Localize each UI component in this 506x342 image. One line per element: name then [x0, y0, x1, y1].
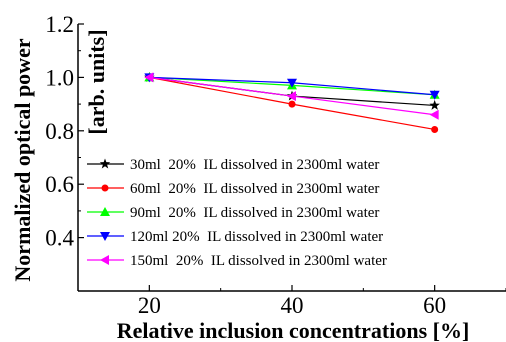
data-point [288, 100, 296, 108]
x-tick-label: 60 [423, 293, 446, 318]
axis-ticks: 0.4 0.6 0.8 1.0 1.2 20 40 60 [45, 12, 506, 318]
y-tick-label: 1.2 [45, 12, 74, 37]
data-point [429, 99, 440, 110]
legend-entry: 150ml 20% IL dissolved in 2300ml water [87, 253, 387, 269]
x-tick-label: 20 [138, 293, 161, 318]
y-tick-label: 0.6 [45, 172, 74, 197]
x-axis-title: Relative inclusion concentrations [%] [117, 318, 470, 342]
legend-marker [100, 255, 109, 265]
series-5 [144, 72, 439, 120]
legend-label: 90ml 20% IL dissolved in 2300ml water [130, 205, 379, 221]
series-4 [144, 73, 440, 100]
legend-marker [99, 158, 111, 169]
y-tick-label: 0.8 [45, 119, 74, 144]
legend-entry: 90ml 20% IL dissolved in 2300ml water [87, 205, 379, 221]
series-layer [144, 71, 440, 133]
y-axis-title: Normalized optical power [10, 38, 35, 281]
x-tick-label: 40 [281, 293, 304, 318]
data-point [287, 78, 297, 88]
data-point [429, 109, 439, 120]
y-tick-label: 0.4 [45, 226, 74, 251]
data-point [431, 125, 439, 133]
legend: 30ml 20% IL dissolved in 2300ml water 60m… [87, 157, 387, 269]
y-axis-unit: [arb. units] [84, 29, 109, 134]
legend-label: 150ml 20% IL dissolved in 2300ml water [130, 253, 387, 269]
legend-marker [100, 232, 110, 241]
data-point [287, 91, 296, 102]
legend-entry: 60ml 20% IL dissolved in 2300ml water [87, 181, 379, 197]
legend-label: 60ml 20% IL dissolved in 2300ml water [130, 181, 379, 197]
legend-label: 120ml 20% IL dissolved in 2300ml water [130, 229, 383, 245]
legend-entry: 120ml 20% IL dissolved in 2300ml water [87, 229, 383, 245]
legend-marker [101, 184, 109, 192]
y-tick-label: 1.0 [45, 65, 74, 90]
data-point [429, 90, 440, 100]
data-point [144, 72, 154, 83]
legend-entry: 30ml 20% IL dissolved in 2300ml water [87, 157, 379, 173]
legend-label: 30ml 20% IL dissolved in 2300ml water [130, 157, 379, 173]
legend-marker [100, 207, 110, 216]
